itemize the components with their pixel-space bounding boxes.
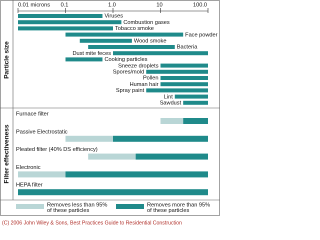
particle-bar <box>18 14 103 18</box>
particle-bar <box>146 88 208 93</box>
particle-label: Wood smoke <box>134 38 167 44</box>
filter-bar <box>135 153 208 160</box>
filter-bar <box>183 118 208 124</box>
particle-bar <box>160 63 208 68</box>
legend-label: of these particles <box>47 208 89 214</box>
particle-label: Viruses <box>104 14 123 20</box>
particle-label: Face powder <box>185 32 217 38</box>
x-tick-label: 0.1 <box>61 2 69 8</box>
particle-bar <box>79 38 132 43</box>
particle-bar <box>88 45 175 49</box>
filter-label: Pleated filter (40% DS efficiency) <box>16 147 98 153</box>
particle-bar <box>160 76 208 80</box>
legend-label: Removes more than 95% <box>147 202 210 208</box>
chart: Particle size Filter effectiveness (C) 2… <box>0 0 220 226</box>
particle-label: Human hair <box>130 82 159 88</box>
x-tick-label: 10 <box>156 2 162 8</box>
legend-label: of these particles <box>147 208 189 214</box>
particle-bar <box>18 20 122 25</box>
filter-bar <box>18 189 208 196</box>
filter-bar <box>113 135 208 142</box>
filter-bar <box>160 118 184 124</box>
particle-bar <box>18 26 113 31</box>
particle-label: Spores/mold <box>113 69 144 75</box>
particle-bar <box>160 82 208 87</box>
particle-bar <box>65 32 184 37</box>
x-tick-label: 0.01 microns <box>18 2 50 8</box>
legend-swatch <box>116 204 144 209</box>
x-tick-label: 1.0 <box>108 2 116 8</box>
particle-label: Pollen <box>143 76 159 82</box>
legend-label: Removes less than 95% <box>47 202 107 208</box>
x-tick-label: 100.0 <box>193 2 207 8</box>
particle-bar <box>174 94 208 99</box>
particle-label: Dust mite feces <box>72 51 111 57</box>
filter-bar <box>65 171 208 178</box>
filter-label: Furnace filter <box>16 111 49 117</box>
filter-label: Passive Electrostatic <box>16 129 68 135</box>
particle-label: Lint <box>164 94 173 100</box>
particle-label: Sneeze droplets <box>118 63 159 69</box>
particle-bar <box>146 69 208 74</box>
filter-bar <box>65 135 113 142</box>
particle-label: Cooking particles <box>104 57 147 63</box>
particle-label: Spray paint <box>116 88 145 94</box>
section-label: Particle size <box>4 41 11 79</box>
particle-bar <box>183 100 208 105</box>
filter-label: HEPA filter <box>16 183 43 189</box>
particle-bar <box>65 57 103 62</box>
particle-label: Sawdust <box>160 100 182 106</box>
section-label: Filter effectiveness <box>4 124 11 183</box>
filter-bar <box>88 153 136 160</box>
particle-label: Bacteria <box>177 45 198 51</box>
filter-label: Electronic <box>16 165 41 171</box>
particle-label: Tobacco smoke <box>115 26 154 32</box>
legend-swatch <box>16 204 44 209</box>
particle-label: Combustion gases <box>123 20 170 26</box>
particle-bar <box>113 51 208 56</box>
filter-bar <box>18 171 66 178</box>
credit: (C) 2006 John Wiley & Sons, Best Practic… <box>2 220 182 226</box>
